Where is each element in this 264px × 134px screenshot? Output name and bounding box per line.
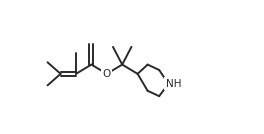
Text: NH: NH [166, 79, 182, 89]
Text: O: O [103, 69, 111, 79]
